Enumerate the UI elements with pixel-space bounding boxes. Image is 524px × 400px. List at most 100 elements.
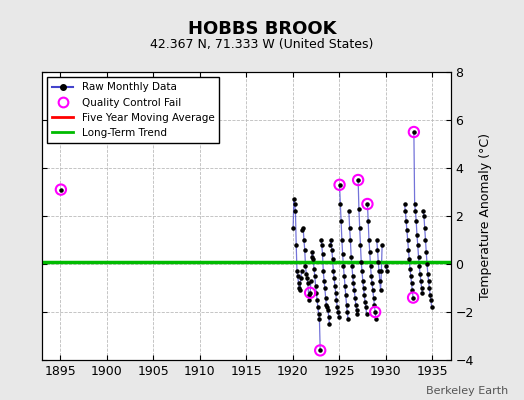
Point [407, 280, 416, 286]
Point [289, 225, 297, 231]
Point [409, 294, 417, 301]
Point [418, 290, 427, 296]
Point [339, 251, 347, 258]
Point [417, 278, 425, 284]
Point [410, 201, 419, 207]
Point [57, 186, 65, 193]
Point [290, 201, 299, 207]
Point [404, 246, 412, 253]
Point [363, 311, 371, 318]
Point [336, 201, 344, 207]
Point [350, 287, 358, 294]
Point [358, 268, 366, 274]
Point [319, 251, 327, 258]
Point [400, 201, 409, 207]
Point [419, 208, 428, 214]
Point [353, 311, 362, 318]
Point [313, 297, 321, 303]
Point [364, 218, 373, 224]
Point [422, 249, 430, 255]
Point [342, 302, 351, 308]
Point [356, 242, 365, 248]
Point [428, 304, 436, 310]
Point [293, 268, 301, 274]
Point [415, 263, 423, 270]
Point [303, 280, 312, 286]
Point [410, 129, 418, 135]
Point [377, 268, 386, 274]
Point [343, 309, 352, 315]
Point [310, 266, 318, 272]
Legend: Raw Monthly Data, Quality Control Fail, Five Year Moving Average, Long-Term Tren: Raw Monthly Data, Quality Control Fail, … [47, 77, 220, 143]
Point [57, 186, 65, 193]
Point [294, 280, 303, 286]
Point [355, 206, 363, 212]
Point [316, 347, 324, 354]
Point [315, 316, 324, 322]
Point [301, 263, 310, 270]
Point [352, 302, 360, 308]
Point [332, 290, 340, 296]
Point [324, 306, 332, 313]
Point [369, 294, 378, 301]
Point [312, 290, 321, 296]
Point [331, 282, 339, 289]
Point [327, 237, 335, 243]
Point [367, 273, 376, 279]
Point [354, 177, 362, 183]
Point [410, 129, 418, 135]
Point [411, 208, 420, 214]
Point [300, 237, 308, 243]
Point [376, 287, 385, 294]
Point [299, 225, 308, 231]
Point [363, 201, 372, 207]
Point [335, 182, 344, 188]
Point [373, 237, 381, 243]
Point [306, 290, 314, 296]
Text: Berkeley Earth: Berkeley Earth [426, 386, 508, 396]
Point [298, 268, 306, 274]
Point [311, 273, 319, 279]
Point [420, 213, 428, 219]
Point [345, 208, 353, 214]
Point [326, 242, 334, 248]
Point [305, 297, 313, 303]
Point [308, 254, 316, 260]
Point [363, 201, 372, 207]
Point [412, 218, 420, 224]
Point [424, 278, 433, 284]
Point [314, 304, 322, 310]
Point [369, 287, 377, 294]
Point [365, 237, 373, 243]
Point [337, 218, 345, 224]
Point [295, 285, 303, 291]
Point [402, 218, 410, 224]
Text: HOBBS BROOK: HOBBS BROOK [188, 20, 336, 38]
Point [328, 246, 336, 253]
Point [405, 256, 413, 262]
Point [360, 292, 368, 298]
Point [335, 182, 344, 188]
Point [318, 242, 326, 248]
Point [366, 263, 375, 270]
Point [382, 263, 390, 270]
Point [426, 292, 434, 298]
Point [368, 280, 376, 286]
Point [401, 208, 410, 214]
Point [413, 242, 422, 248]
Point [409, 294, 417, 301]
Point [407, 273, 415, 279]
Point [361, 299, 369, 306]
Point [291, 208, 300, 214]
Point [359, 285, 368, 291]
Point [354, 177, 362, 183]
Point [324, 314, 333, 320]
Point [374, 258, 383, 265]
Point [413, 232, 421, 238]
Point [421, 225, 429, 231]
Y-axis label: Temperature Anomaly (°C): Temperature Anomaly (°C) [479, 132, 493, 300]
Point [370, 302, 378, 308]
Point [292, 242, 300, 248]
Point [309, 256, 318, 262]
Point [323, 304, 331, 310]
